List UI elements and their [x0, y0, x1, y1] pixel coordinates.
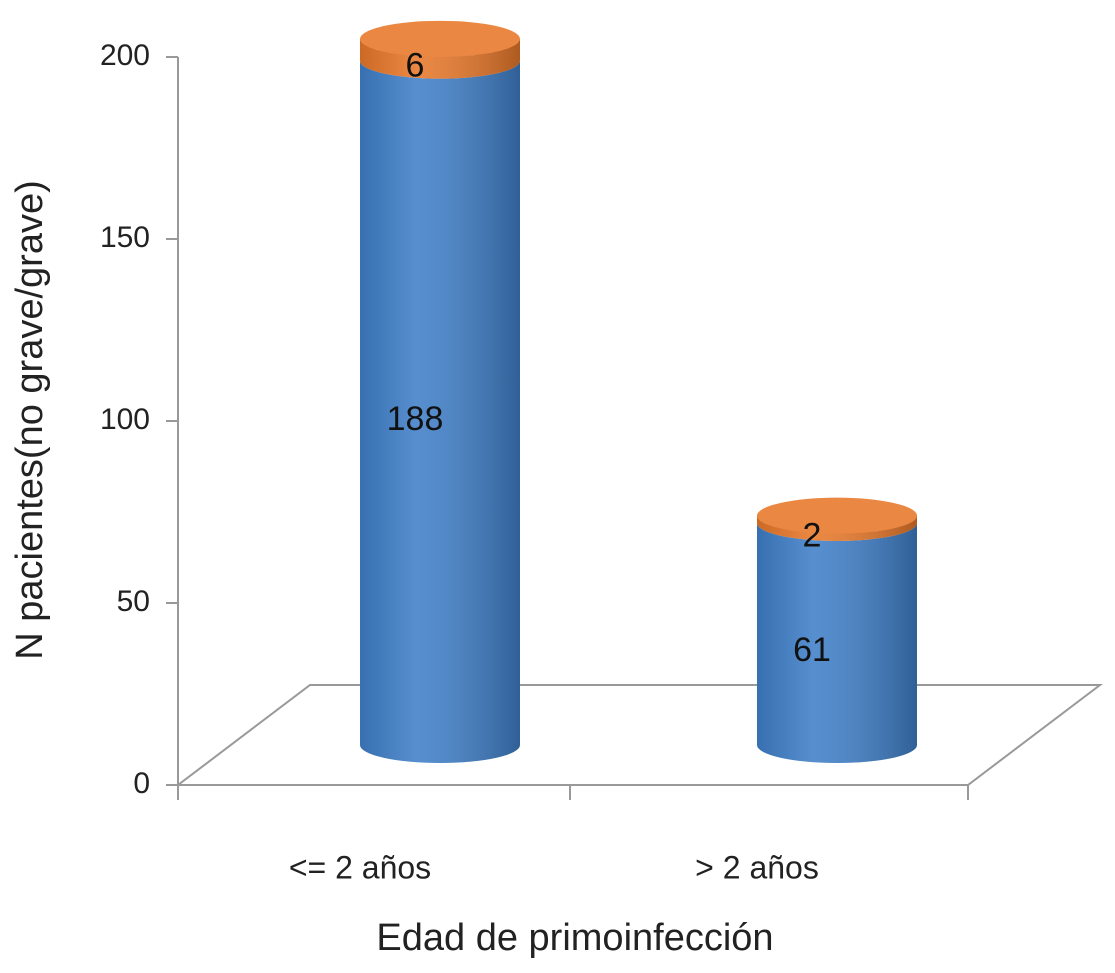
value-label: 61: [793, 631, 831, 669]
cylinder-shade: [757, 515, 917, 541]
y-tick-label: 0: [133, 767, 150, 800]
cylinder-shade: [360, 60, 520, 764]
x-tick-label: <= 2 años: [289, 849, 431, 885]
value-label: 6: [406, 47, 425, 85]
x-axis-title: Edad de primoinfección: [376, 917, 773, 959]
x-tick-label: > 2 años: [695, 849, 819, 885]
y-tick-label: 100: [100, 403, 150, 436]
value-label: 2: [803, 516, 822, 554]
y-tick-label: 200: [100, 39, 150, 72]
value-label: 188: [387, 400, 444, 438]
cylinder-shade: [757, 522, 917, 763]
y-tick-label: 150: [100, 221, 150, 254]
y-tick-label: 50: [117, 585, 150, 618]
cylinder-shade: [360, 38, 520, 79]
cylinder-segment: [757, 497, 917, 541]
cylinder-top: [360, 20, 520, 57]
floor: [175, 684, 1103, 786]
cylinder-top: [757, 497, 917, 534]
y-axis-title: N pacientes(no grave/grave): [9, 180, 51, 659]
